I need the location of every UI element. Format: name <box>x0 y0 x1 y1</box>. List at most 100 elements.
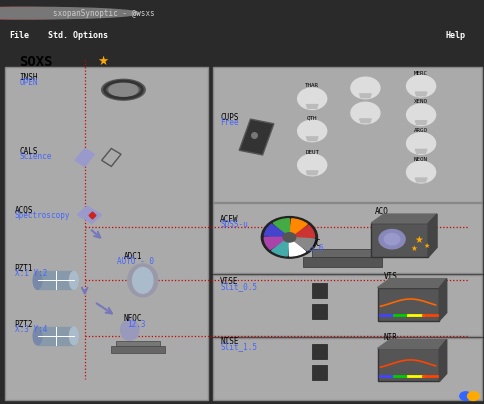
Text: MERC: MERC <box>414 71 428 76</box>
FancyBboxPatch shape <box>312 249 373 257</box>
FancyBboxPatch shape <box>312 344 327 359</box>
Polygon shape <box>415 92 427 96</box>
Ellipse shape <box>109 83 138 97</box>
Ellipse shape <box>70 327 78 345</box>
Polygon shape <box>38 327 74 345</box>
FancyBboxPatch shape <box>213 67 482 202</box>
Text: ★: ★ <box>424 243 430 249</box>
Text: ADC1: ADC1 <box>123 252 142 261</box>
Wedge shape <box>289 238 305 256</box>
Text: Help: Help <box>445 32 465 40</box>
Polygon shape <box>360 119 371 123</box>
Text: SOXS: SOXS <box>19 55 53 69</box>
Circle shape <box>351 77 380 99</box>
Circle shape <box>298 88 327 109</box>
Circle shape <box>283 233 296 242</box>
Text: PZT2: PZT2 <box>15 320 33 329</box>
Circle shape <box>460 392 471 400</box>
Text: sxopanSynoptic - @wsxs: sxopanSynoptic - @wsxs <box>53 8 155 18</box>
Text: ACQ: ACQ <box>375 207 389 216</box>
Polygon shape <box>306 105 318 108</box>
Polygon shape <box>378 279 447 288</box>
Wedge shape <box>272 238 289 256</box>
Wedge shape <box>289 219 307 238</box>
Text: 12.3: 12.3 <box>127 320 145 328</box>
Circle shape <box>261 217 318 258</box>
Circle shape <box>298 120 327 142</box>
Circle shape <box>468 392 479 400</box>
Wedge shape <box>289 238 315 250</box>
Ellipse shape <box>70 271 78 289</box>
Polygon shape <box>415 149 427 153</box>
FancyBboxPatch shape <box>116 341 160 345</box>
Text: VIS: VIS <box>384 272 398 281</box>
Polygon shape <box>75 149 94 166</box>
FancyBboxPatch shape <box>213 203 482 273</box>
Polygon shape <box>415 121 427 124</box>
Circle shape <box>298 154 327 176</box>
Text: ★: ★ <box>97 55 108 68</box>
Polygon shape <box>378 339 447 349</box>
Polygon shape <box>371 214 437 223</box>
Circle shape <box>0 7 119 19</box>
Circle shape <box>351 102 380 124</box>
FancyBboxPatch shape <box>371 223 428 257</box>
Text: AUTO - 0: AUTO - 0 <box>117 257 154 266</box>
Text: CALS: CALS <box>19 147 38 156</box>
FancyBboxPatch shape <box>312 304 327 319</box>
Circle shape <box>407 133 436 154</box>
Ellipse shape <box>128 264 158 297</box>
Text: INSH: INSH <box>19 73 38 82</box>
Ellipse shape <box>33 271 42 289</box>
Circle shape <box>407 162 436 183</box>
Text: ACFW: ACFW <box>220 215 239 224</box>
FancyBboxPatch shape <box>213 338 482 400</box>
FancyBboxPatch shape <box>312 283 327 298</box>
Text: VISE: VISE <box>220 277 239 286</box>
Text: Std. Options: Std. Options <box>48 32 108 40</box>
Text: AFOC: AFOC <box>302 239 321 248</box>
Ellipse shape <box>133 267 153 293</box>
Text: X:1 Y:2: X:1 Y:2 <box>15 269 47 278</box>
Ellipse shape <box>102 79 145 100</box>
Wedge shape <box>264 224 289 238</box>
Text: 45.6: 45.6 <box>306 244 324 253</box>
Text: X:3 Y:4: X:3 Y:4 <box>15 325 47 335</box>
Text: NEON: NEON <box>414 157 428 162</box>
Polygon shape <box>415 178 427 182</box>
Circle shape <box>384 234 400 245</box>
Text: XENO: XENO <box>414 99 428 104</box>
Ellipse shape <box>33 327 42 345</box>
Polygon shape <box>306 137 318 141</box>
Polygon shape <box>306 171 318 175</box>
Text: SDSS-u: SDSS-u <box>220 220 248 229</box>
FancyBboxPatch shape <box>378 288 439 320</box>
Text: ★: ★ <box>410 244 417 253</box>
Text: File: File <box>10 32 30 40</box>
Text: Science: Science <box>19 152 52 161</box>
Text: DEUT: DEUT <box>305 149 319 155</box>
Ellipse shape <box>121 320 139 340</box>
Text: ★: ★ <box>415 235 424 245</box>
Text: Slit_0.5: Slit_0.5 <box>220 282 257 291</box>
FancyBboxPatch shape <box>312 365 327 380</box>
Polygon shape <box>77 206 102 223</box>
Wedge shape <box>264 238 289 249</box>
FancyBboxPatch shape <box>111 345 165 353</box>
Text: ARGO: ARGO <box>414 128 428 133</box>
Polygon shape <box>239 119 274 155</box>
Polygon shape <box>439 279 447 320</box>
FancyBboxPatch shape <box>213 275 482 336</box>
Text: PZT1: PZT1 <box>15 264 33 273</box>
FancyBboxPatch shape <box>378 349 439 381</box>
Text: QTH: QTH <box>307 116 318 120</box>
Text: NISE: NISE <box>220 337 239 346</box>
Text: CUPS: CUPS <box>220 113 239 122</box>
FancyBboxPatch shape <box>302 257 382 267</box>
Circle shape <box>407 104 436 126</box>
Polygon shape <box>38 271 74 289</box>
Polygon shape <box>428 214 437 257</box>
Circle shape <box>407 76 436 97</box>
Text: OPEN: OPEN <box>19 78 38 87</box>
Text: Free: Free <box>220 118 239 127</box>
